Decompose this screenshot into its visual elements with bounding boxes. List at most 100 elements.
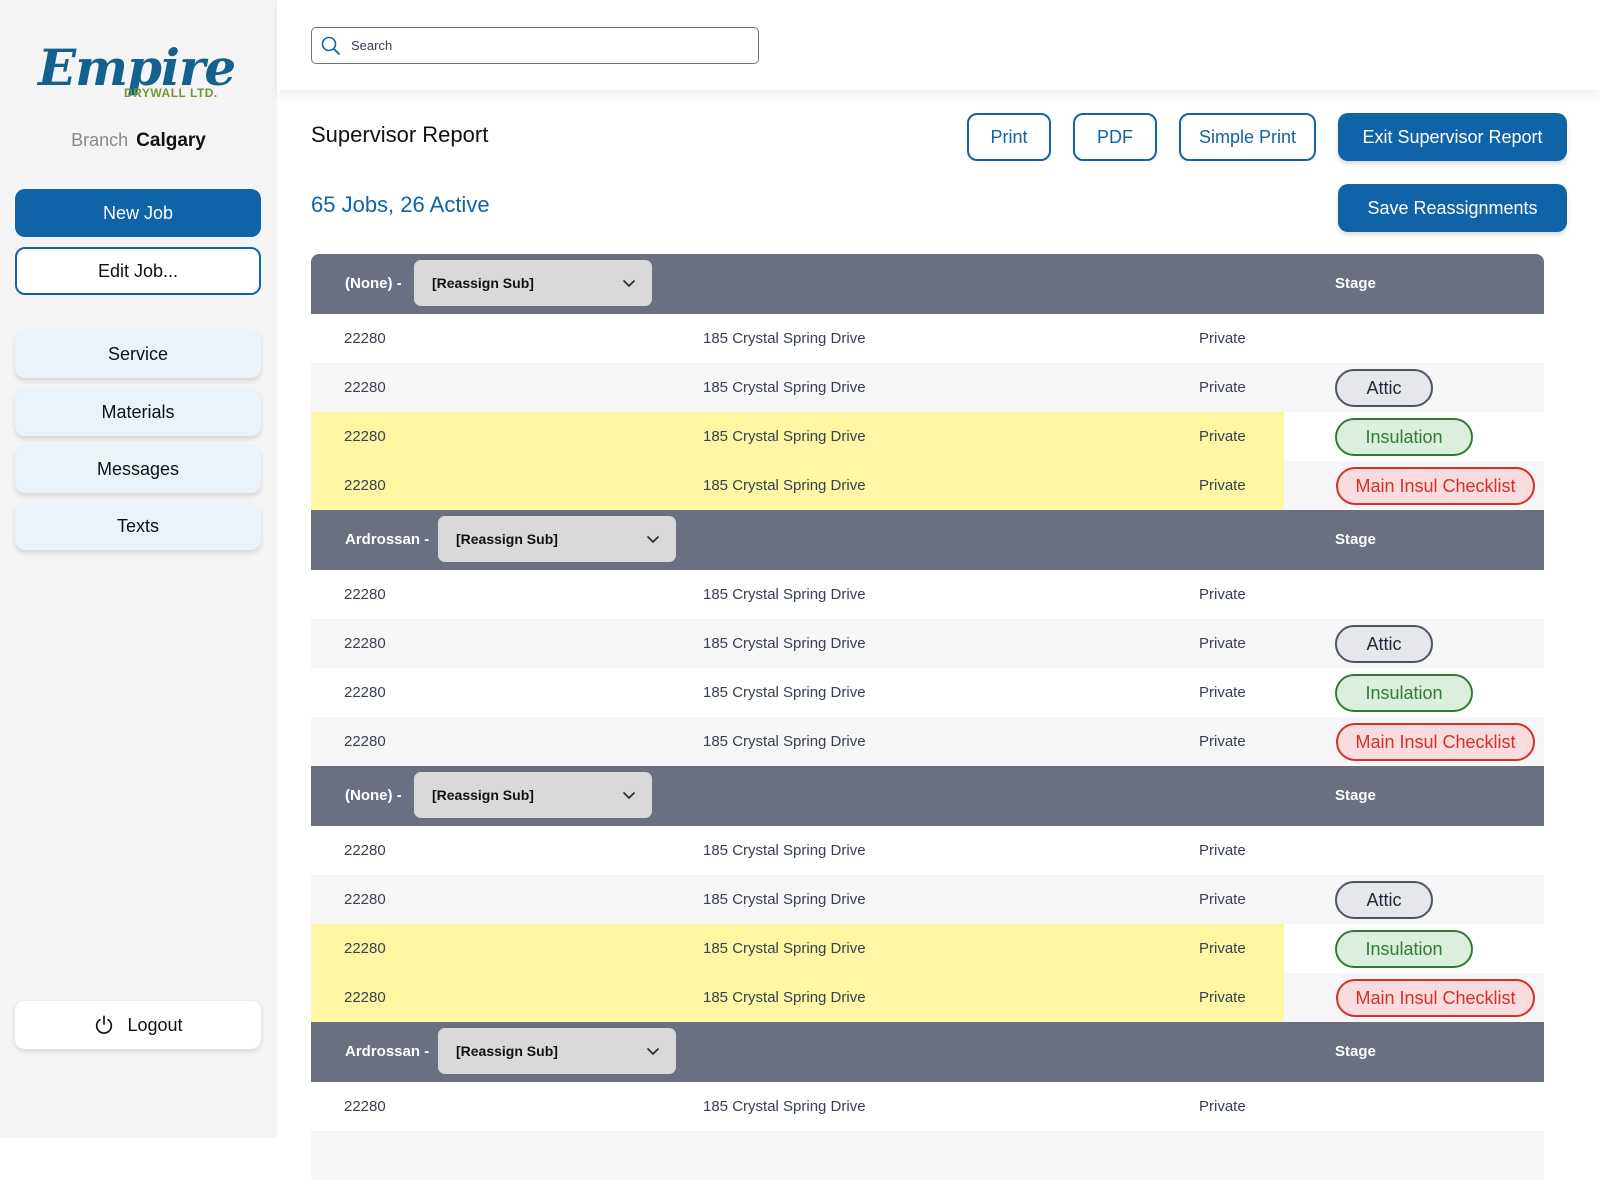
job-address: 185 Crystal Spring Drive: [703, 330, 866, 347]
table-row[interactable]: 22280 185 Crystal Spring Drive Private I…: [311, 668, 1544, 717]
chevron-down-icon: [646, 1047, 660, 1055]
stage-badge-main-insul-checklist[interactable]: Main Insul Checklist: [1336, 979, 1535, 1017]
page-title: Supervisor Report: [311, 122, 489, 147]
row-highlight: [311, 412, 1284, 461]
logout-button[interactable]: Logout: [15, 1001, 261, 1049]
stage-column-header: Stage: [1335, 531, 1376, 548]
job-type: Private: [1199, 379, 1246, 396]
job-address: 185 Crystal Spring Drive: [703, 635, 866, 652]
print-button[interactable]: Print: [967, 113, 1051, 161]
table-row[interactable]: [311, 1131, 1544, 1180]
reassign-sub-value: [Reassign Sub]: [456, 1043, 558, 1059]
stage-badge-insulation[interactable]: Insulation: [1335, 930, 1473, 968]
group-header: (None) - [Reassign Sub] Stage: [311, 766, 1544, 826]
table-row[interactable]: 22280 185 Crystal Spring Drive Private M…: [311, 717, 1544, 766]
job-address: 185 Crystal Spring Drive: [703, 477, 866, 494]
table-row[interactable]: 22280 185 Crystal Spring Drive Private A…: [311, 875, 1544, 924]
group-header: (None) - [Reassign Sub] Stage: [311, 254, 1544, 314]
top-bar: [277, 0, 1600, 90]
stage-column-header: Stage: [1335, 1043, 1376, 1060]
table-row[interactable]: 22280 185 Crystal Spring Drive Private: [311, 314, 1544, 363]
stage-column-header: Stage: [1335, 275, 1376, 292]
row-highlight: [311, 461, 1284, 510]
reassign-sub-value: [Reassign Sub]: [432, 275, 534, 291]
row-highlight: [311, 924, 1284, 973]
job-id: 22280: [344, 379, 386, 396]
job-id: 22280: [344, 428, 386, 445]
sidebar-item-texts[interactable]: Texts: [15, 502, 261, 550]
job-type: Private: [1199, 733, 1246, 750]
reassign-sub-dropdown[interactable]: [Reassign Sub]: [438, 1028, 676, 1074]
chevron-down-icon: [622, 279, 636, 287]
reassign-sub-dropdown[interactable]: [Reassign Sub]: [414, 772, 652, 818]
job-id: 22280: [344, 842, 386, 859]
search-box[interactable]: [311, 27, 759, 64]
job-type: Private: [1199, 428, 1246, 445]
job-id: 22280: [344, 635, 386, 652]
job-address: 185 Crystal Spring Drive: [703, 940, 866, 957]
save-reassignments-button[interactable]: Save Reassignments: [1338, 184, 1567, 232]
chevron-down-icon: [622, 791, 636, 799]
stage-badge-attic[interactable]: Attic: [1335, 369, 1433, 407]
table-row[interactable]: 22280 185 Crystal Spring Drive Private M…: [311, 461, 1544, 510]
job-type: Private: [1199, 586, 1246, 603]
job-id: 22280: [344, 1098, 386, 1115]
stage-badge-main-insul-checklist[interactable]: Main Insul Checklist: [1336, 467, 1535, 505]
table-row[interactable]: 22280 185 Crystal Spring Drive Private: [311, 570, 1544, 619]
branch-indicator: Branch Calgary: [0, 130, 277, 152]
search-input[interactable]: [349, 37, 733, 54]
job-type: Private: [1199, 330, 1246, 347]
reassign-sub-value: [Reassign Sub]: [456, 531, 558, 547]
reassign-sub-dropdown[interactable]: [Reassign Sub]: [438, 516, 676, 562]
table-row[interactable]: 22280 185 Crystal Spring Drive Private A…: [311, 619, 1544, 668]
table-row[interactable]: 22280 185 Crystal Spring Drive Private I…: [311, 924, 1544, 973]
stage-badge-attic[interactable]: Attic: [1335, 625, 1433, 663]
job-address: 185 Crystal Spring Drive: [703, 684, 866, 701]
search-icon: [321, 36, 340, 55]
branch-label: Branch: [71, 130, 129, 150]
pdf-button[interactable]: PDF: [1073, 113, 1157, 161]
exit-supervisor-report-button[interactable]: Exit Supervisor Report: [1338, 113, 1567, 161]
sidebar-item-messages[interactable]: Messages: [15, 445, 261, 493]
table-row[interactable]: 22280 185 Crystal Spring Drive Private I…: [311, 412, 1544, 461]
jobs-summary: 65 Jobs, 26 Active: [311, 192, 490, 217]
job-type: Private: [1199, 891, 1246, 908]
power-icon: [96, 1015, 113, 1034]
job-address: 185 Crystal Spring Drive: [703, 733, 866, 750]
stage-badge-attic[interactable]: Attic: [1335, 881, 1433, 919]
job-type: Private: [1199, 989, 1246, 1006]
edit-job-button[interactable]: Edit Job...: [15, 247, 261, 295]
job-id: 22280: [344, 733, 386, 750]
sidebar: Empire DRYWALL LTD. Branch Calgary New Jo…: [0, 0, 277, 1138]
table-row[interactable]: 22280 185 Crystal Spring Drive Private A…: [311, 363, 1544, 412]
logo-subtitle: DRYWALL LTD.: [124, 86, 218, 100]
branch-value: Calgary: [136, 130, 206, 151]
reassign-sub-dropdown[interactable]: [Reassign Sub]: [414, 260, 652, 306]
group-name: Ardrossan -: [345, 1043, 430, 1060]
job-address: 185 Crystal Spring Drive: [703, 1098, 866, 1115]
job-address: 185 Crystal Spring Drive: [703, 586, 866, 603]
simple-print-button[interactable]: Simple Print: [1179, 113, 1316, 161]
job-type: Private: [1199, 1098, 1246, 1115]
table-row[interactable]: 22280 185 Crystal Spring Drive Private: [311, 826, 1544, 875]
logout-label: Logout: [127, 1014, 183, 1035]
sidebar-item-service[interactable]: Service: [15, 330, 261, 378]
job-type: Private: [1199, 477, 1246, 494]
stage-badge-insulation[interactable]: Insulation: [1335, 674, 1473, 712]
stage-badge-insulation[interactable]: Insulation: [1335, 418, 1473, 456]
job-type: Private: [1199, 635, 1246, 652]
stage-badge-main-insul-checklist[interactable]: Main Insul Checklist: [1336, 723, 1535, 761]
job-type: Private: [1199, 684, 1246, 701]
job-id: 22280: [344, 940, 386, 957]
job-id: 22280: [344, 330, 386, 347]
table-row[interactable]: 22280 185 Crystal Spring Drive Private M…: [311, 973, 1544, 1022]
sidebar-item-materials[interactable]: Materials: [15, 388, 261, 436]
job-type: Private: [1199, 842, 1246, 859]
job-address: 185 Crystal Spring Drive: [703, 842, 866, 859]
group-header: Ardrossan - [Reassign Sub] Stage: [311, 1022, 1544, 1082]
group-name: Ardrossan -: [345, 531, 430, 548]
new-job-button[interactable]: New Job: [15, 189, 261, 237]
table-row[interactable]: 22280 185 Crystal Spring Drive Private: [311, 1082, 1544, 1131]
job-id: 22280: [344, 989, 386, 1006]
job-type: Private: [1199, 940, 1246, 957]
